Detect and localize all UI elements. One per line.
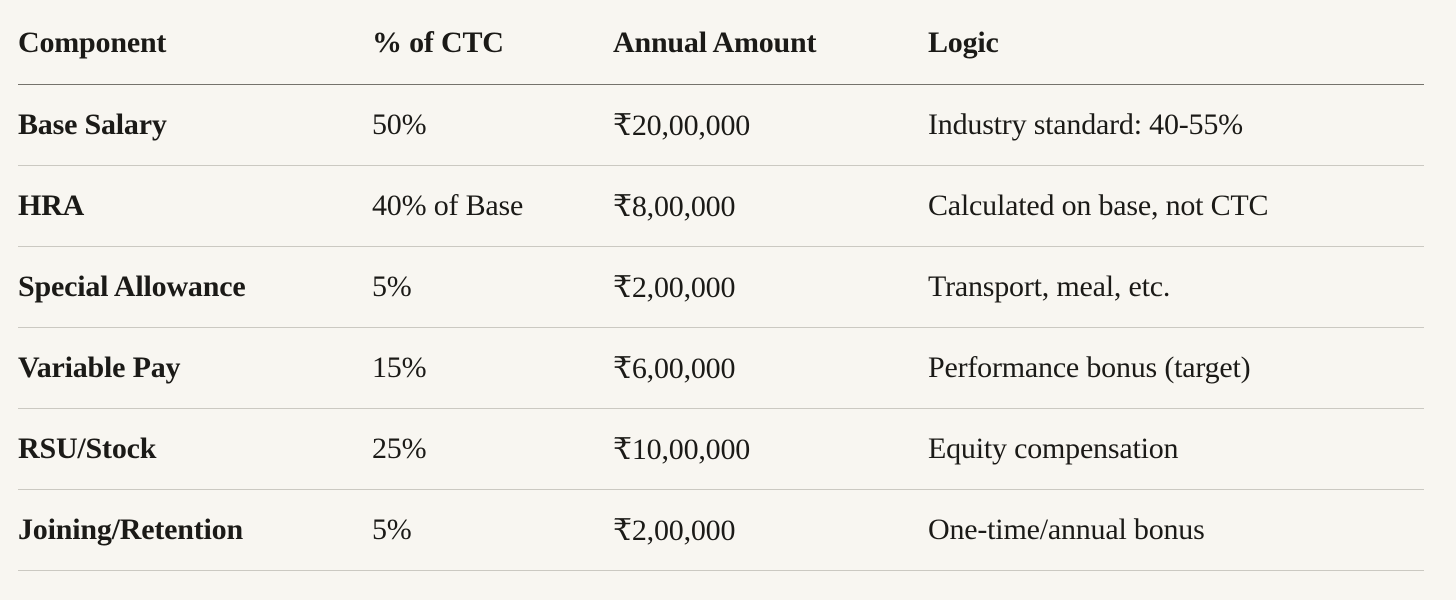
table-row: HRA 40% of Base ₹8,00,000 Calculated on …: [18, 165, 1424, 247]
table-header-row: Component % of CTC Annual Amount Logic: [18, 2, 1424, 85]
cell-component: RSU/Stock: [18, 408, 372, 490]
cell-logic: Performance bonus (target): [928, 327, 1424, 409]
cell-logic: Industry standard: 40-55%: [928, 84, 1424, 166]
column-header-annual-amount: Annual Amount: [613, 2, 928, 85]
cell-component: HRA: [18, 165, 372, 247]
column-header-pct-of-ctc: % of CTC: [372, 2, 613, 85]
cell-logic: Calculated on base, not CTC: [928, 165, 1424, 247]
cell-pct-of-ctc: 5%: [372, 246, 613, 328]
column-header-component: Component: [18, 2, 372, 85]
cell-annual-amount: ₹2,00,000: [613, 489, 928, 571]
cell-logic: Transport, meal, etc.: [928, 246, 1424, 328]
cell-annual-amount: ₹20,00,000: [613, 84, 928, 166]
cell-component: Joining/Retention: [18, 489, 372, 571]
cell-annual-amount: ₹10,00,000: [613, 408, 928, 490]
table-row: Special Allowance 5% ₹2,00,000 Transport…: [18, 246, 1424, 328]
cell-component: Base Salary: [18, 84, 372, 166]
table-row: Variable Pay 15% ₹6,00,000 Performance b…: [18, 327, 1424, 409]
cell-annual-amount: ₹2,00,000: [613, 246, 928, 328]
cell-component: Special Allowance: [18, 246, 372, 328]
cell-component: Variable Pay: [18, 327, 372, 409]
column-header-logic: Logic: [928, 2, 1424, 85]
ctc-breakdown-table: Component % of CTC Annual Amount Logic B…: [18, 2, 1424, 571]
cell-pct-of-ctc: 5%: [372, 489, 613, 571]
cell-annual-amount: ₹8,00,000: [613, 165, 928, 247]
cell-logic: One-time/annual bonus: [928, 489, 1424, 571]
table-row: Joining/Retention 5% ₹2,00,000 One-time/…: [18, 489, 1424, 571]
cell-annual-amount: ₹6,00,000: [613, 327, 928, 409]
cell-pct-of-ctc: 50%: [372, 84, 613, 166]
cell-logic: Equity compensation: [928, 408, 1424, 490]
table-row: RSU/Stock 25% ₹10,00,000 Equity compensa…: [18, 408, 1424, 490]
cell-pct-of-ctc: 15%: [372, 327, 613, 409]
cell-pct-of-ctc: 25%: [372, 408, 613, 490]
table-row: Base Salary 50% ₹20,00,000 Industry stan…: [18, 84, 1424, 166]
cell-pct-of-ctc: 40% of Base: [372, 165, 613, 247]
